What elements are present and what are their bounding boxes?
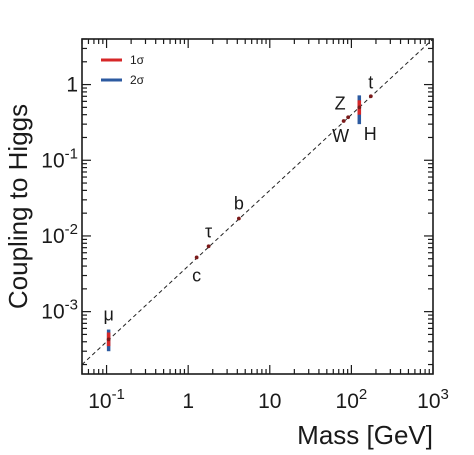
x-tick-label: 103: [417, 386, 449, 413]
data-point-c: [194, 255, 199, 260]
x-tick-label: 10-1: [88, 386, 125, 413]
y-axis-title: Coupling to Higgs: [3, 104, 33, 309]
plot-frame: [81, 38, 434, 375]
point-label-w: W: [332, 126, 349, 146]
data-point-z: [346, 115, 351, 120]
y-tick-label: 10-1: [41, 145, 78, 172]
y-tick-label: 10-3: [41, 297, 78, 324]
point-label-t: t: [368, 72, 373, 92]
y-tick-label: 10-2: [41, 221, 78, 248]
x-axis-title: Mass [GeV]: [297, 420, 433, 450]
y-tick-label: 1: [66, 74, 78, 97]
point-label-h: H: [364, 124, 377, 144]
x-tick-label: 10: [258, 390, 281, 413]
reference-line: [82, 39, 433, 365]
point-label-z: Z: [335, 93, 346, 113]
point-label-mu: μ: [103, 305, 113, 325]
x-tick-label: 1: [182, 390, 194, 413]
legend-label-2sigma: 2σ: [130, 73, 145, 87]
point-label-c: c: [192, 265, 201, 285]
data-point-h: [357, 105, 362, 110]
data-point-tau: [206, 244, 211, 249]
legend-label-1sigma: 1σ: [130, 53, 145, 67]
data-point-mu: [106, 337, 111, 342]
point-label-tau: τ: [205, 221, 212, 241]
x-tick-label: 102: [336, 386, 368, 413]
point-label-b: b: [234, 194, 244, 214]
data-point-b: [236, 216, 241, 221]
data-point-w: [341, 119, 346, 123]
data-point-t: [368, 94, 373, 99]
